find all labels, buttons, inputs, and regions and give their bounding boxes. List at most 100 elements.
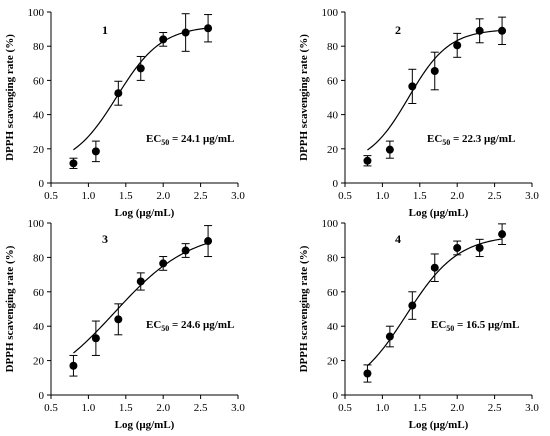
x-tick-label: 1.5 bbox=[119, 402, 133, 414]
data-marker bbox=[430, 66, 439, 75]
x-axis-title: Log (μg/mL) bbox=[409, 419, 469, 431]
data-marker bbox=[430, 263, 439, 272]
x-tick-label: 3.0 bbox=[231, 190, 245, 202]
data-point bbox=[69, 157, 78, 169]
x-tick-label: 3.0 bbox=[525, 402, 539, 414]
data-marker bbox=[453, 41, 462, 50]
ec50-annotation: EC50 = 24.1 μg/mL bbox=[146, 133, 234, 147]
y-tick-label: 40 bbox=[327, 321, 339, 333]
ec50-annotation: EC50 = 22.3 μg/mL bbox=[427, 133, 515, 147]
x-tick-label: 1.5 bbox=[413, 402, 427, 414]
x-tick-label: 0.5 bbox=[338, 190, 352, 202]
ec50-annotation: EC50 = 24.6 μg/mL bbox=[146, 319, 234, 333]
x-tick-label: 1.0 bbox=[82, 190, 96, 202]
data-point bbox=[91, 140, 100, 163]
data-point bbox=[363, 155, 372, 167]
data-marker bbox=[69, 159, 78, 168]
y-tick-label: 0 bbox=[39, 178, 45, 190]
data-point bbox=[498, 223, 507, 245]
y-tick-label: 20 bbox=[33, 356, 45, 368]
data-marker bbox=[363, 369, 372, 378]
fit-curve bbox=[73, 27, 209, 151]
data-point bbox=[363, 364, 372, 383]
chart-panel-2: 0.5 1.0 1.5 2.0 2.5 3.0 0 20 40 60 80 100 Log (μg/mL… bbox=[298, 7, 539, 219]
data-point bbox=[498, 16, 507, 45]
x-tick-label: 1.0 bbox=[376, 402, 390, 414]
x-tick-label: 2.5 bbox=[194, 402, 208, 414]
x-tick-label: 1.0 bbox=[376, 190, 390, 202]
data-point bbox=[159, 32, 168, 47]
data-marker bbox=[385, 145, 394, 154]
data-point bbox=[136, 272, 145, 291]
panel-number: 1 bbox=[102, 23, 108, 37]
data-point bbox=[69, 354, 78, 377]
y-tick-label: 100 bbox=[322, 7, 339, 19]
data-marker bbox=[204, 237, 213, 246]
y-tick-label: 40 bbox=[327, 110, 339, 122]
panel-number: 3 bbox=[102, 232, 108, 246]
y-tick-label: 80 bbox=[33, 41, 45, 53]
y-tick-label: 20 bbox=[327, 356, 339, 368]
data-marker bbox=[181, 28, 190, 37]
data-marker bbox=[204, 24, 213, 33]
data-marker bbox=[69, 361, 78, 370]
y-tick-label: 20 bbox=[327, 144, 339, 156]
data-marker bbox=[498, 26, 507, 35]
data-point bbox=[453, 32, 462, 58]
y-axis-title: DPPH scavenging rate (%) bbox=[4, 245, 16, 372]
data-point bbox=[136, 55, 145, 81]
data-marker bbox=[114, 315, 123, 324]
y-tick-label: 60 bbox=[327, 287, 339, 299]
data-marker bbox=[114, 89, 123, 98]
y-tick-label: 60 bbox=[33, 287, 45, 299]
y-tick-label: 100 bbox=[28, 7, 45, 19]
data-marker bbox=[363, 156, 372, 165]
chart-panel-4: 0.5 1.0 1.5 2.0 2.5 3.0 0 20 40 60 80 100 Log (μg/mL… bbox=[298, 218, 539, 431]
y-tick-label: 0 bbox=[39, 390, 45, 402]
x-tick-label: 1.5 bbox=[413, 190, 427, 202]
y-axis-title: DPPH scavenging rate (%) bbox=[298, 245, 310, 372]
y-tick-label: 80 bbox=[327, 41, 339, 53]
data-marker bbox=[159, 35, 168, 44]
x-tick-label: 0.5 bbox=[44, 402, 58, 414]
data-point bbox=[181, 13, 190, 52]
y-tick-label: 20 bbox=[33, 144, 45, 156]
y-tick-label: 100 bbox=[28, 218, 45, 230]
x-tick-label: 2.0 bbox=[450, 402, 464, 414]
data-point bbox=[91, 320, 100, 356]
data-point bbox=[114, 303, 123, 336]
y-tick-label: 100 bbox=[322, 218, 339, 230]
data-point bbox=[385, 325, 394, 348]
y-tick-label: 60 bbox=[327, 75, 339, 87]
x-tick-label: 1.5 bbox=[119, 190, 133, 202]
x-axis-title: Log (μg/mL) bbox=[115, 419, 175, 431]
data-point bbox=[475, 18, 484, 44]
x-tick-label: 3.0 bbox=[525, 190, 539, 202]
data-point bbox=[430, 253, 439, 282]
y-tick-label: 60 bbox=[33, 75, 45, 87]
data-marker bbox=[475, 26, 484, 35]
y-tick-label: 40 bbox=[33, 321, 45, 333]
data-point bbox=[159, 256, 168, 271]
ec50-annotation: EC50 = 16.5 μg/mL bbox=[431, 319, 519, 333]
x-axis-title: Log (μg/mL) bbox=[409, 207, 469, 219]
y-tick-label: 40 bbox=[33, 110, 45, 122]
data-marker bbox=[385, 332, 394, 341]
data-marker bbox=[136, 64, 145, 73]
x-tick-label: 2.0 bbox=[156, 190, 170, 202]
x-tick-label: 1.0 bbox=[82, 402, 96, 414]
data-point bbox=[453, 240, 462, 256]
chart-panel-3: 0.5 1.0 1.5 2.0 2.5 3.0 0 20 40 60 80 100 Log (μg/mL… bbox=[4, 218, 245, 431]
data-marker bbox=[453, 243, 462, 252]
data-point bbox=[475, 238, 484, 258]
data-point bbox=[408, 291, 417, 320]
x-tick-label: 2.0 bbox=[450, 190, 464, 202]
y-tick-label: 80 bbox=[33, 252, 45, 264]
x-tick-label: 0.5 bbox=[44, 190, 58, 202]
data-point bbox=[204, 14, 213, 43]
data-marker bbox=[91, 334, 100, 343]
y-tick-label: 0 bbox=[333, 390, 339, 402]
data-point bbox=[385, 140, 394, 159]
x-tick-label: 2.5 bbox=[194, 190, 208, 202]
